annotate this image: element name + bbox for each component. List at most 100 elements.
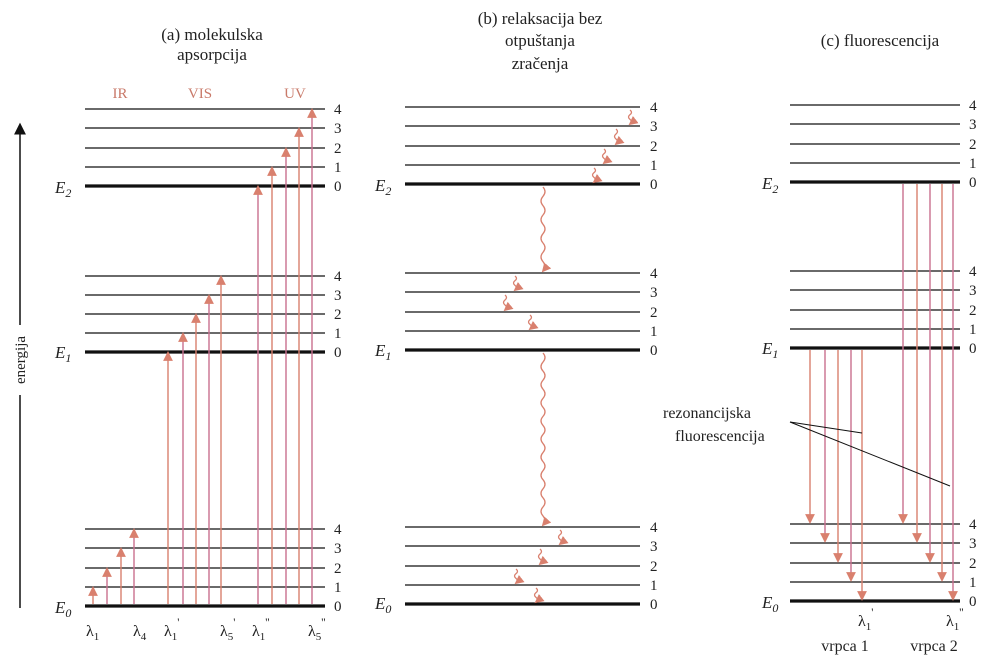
lambda-5-prime-label: λ5': [220, 615, 235, 643]
panel-b-relaxation-arrows: [502, 109, 639, 604]
level-number-b-e1-v1: 1: [650, 324, 658, 340]
level-number-a-e2-v0: 0: [334, 179, 342, 195]
e1-label-c: E1: [761, 339, 778, 361]
e0-label-c: E0: [761, 593, 778, 615]
panel-c-title-line1: (c) fluorescencija: [821, 31, 940, 50]
lambda-1-prime-c-label: λ1': [858, 605, 873, 633]
panel-b-title: (b) relaksacija bez otpuštanja zračenja: [478, 9, 603, 73]
panel-c-levels: 0 1 2 3 4 0 1 2 3 4 0 1 2 3 4: [790, 98, 977, 610]
level-number-a-e2-v2: 2: [334, 141, 342, 157]
relaxation-arrow-2: [601, 148, 613, 165]
level-number-b-e2-v2: 2: [650, 139, 658, 155]
relaxation-arrow-10: [537, 548, 549, 566]
level-number-a-e2-v4: 4: [334, 102, 342, 118]
panel-b-levels: 0 1 2 3 4 0 1 2 3 4 0 1 2 3 4: [405, 100, 658, 613]
level-number-c-e1-v0: 0: [969, 341, 977, 357]
level-number-a-e0-v4: 4: [334, 522, 342, 538]
relaxation-arrow-7: [527, 314, 539, 331]
band-label-ir: IR: [113, 86, 128, 102]
lambda-1-label: λ1: [86, 623, 99, 643]
energy-axis-label: energija: [13, 336, 29, 384]
energy-state-labels: E2 E1 E0 E2 E1 E0 E2 E1 E0: [54, 174, 778, 620]
e0-label-a: E0: [54, 598, 71, 620]
e2-label-b: E2: [374, 176, 391, 198]
panel-b-title-line2: otpuštanja: [505, 31, 575, 50]
level-number-c-e1-v3: 3: [969, 283, 977, 299]
resonance-annotation: rezonancijska fluorescencija: [663, 405, 951, 487]
relaxation-arrow-8: [540, 352, 552, 527]
level-number-a-e1-v3: 3: [334, 288, 342, 304]
level-number-a-e0-v2: 2: [334, 561, 342, 577]
band-2-label: vrpca 2: [910, 638, 958, 655]
relaxation-arrow-9: [557, 529, 569, 546]
level-number-b-e0-v3: 3: [650, 539, 658, 555]
panel-b-title-line1: (b) relaksacija bez: [478, 9, 603, 28]
level-number-a-e1-v4: 4: [334, 269, 342, 285]
level-number-c-e0-v1: 1: [969, 575, 977, 591]
lambda-1-prime-label: λ1': [164, 615, 179, 643]
level-number-a-e0-v1: 1: [334, 580, 342, 596]
level-number-c-e0-v0: 0: [969, 594, 977, 610]
relaxation-arrow-12: [533, 587, 545, 604]
level-number-c-e0-v3: 3: [969, 536, 977, 552]
level-number-a-e0-v3: 3: [334, 541, 342, 557]
level-number-b-e0-v4: 4: [650, 520, 658, 536]
relaxation-arrow-11: [513, 568, 525, 585]
e0-label-b: E0: [374, 594, 391, 616]
level-number-b-e2-v3: 3: [650, 119, 658, 135]
resonance-pointer-2: [789, 421, 951, 487]
level-number-c-e1-v1: 1: [969, 322, 977, 338]
level-number-b-e1-v0: 0: [650, 343, 658, 359]
panel-a-title-line1: (a) molekulska: [161, 25, 263, 44]
level-number-b-e1-v3: 3: [650, 285, 658, 301]
level-number-b-e1-v2: 2: [650, 305, 658, 321]
panel-a-wavelength-labels: λ1 λ4 λ1' λ5' λ1'' λ5'': [86, 615, 326, 643]
relaxation-arrow-5: [512, 275, 524, 292]
level-number-c-e1-v2: 2: [969, 303, 977, 319]
resonance-label-line2: fluorescencija: [675, 428, 765, 445]
level-number-b-e2-v0: 0: [650, 177, 658, 193]
panel-c-title: (c) fluorescencija: [821, 31, 940, 50]
lambda-4-label: λ4: [133, 623, 147, 643]
level-number-a-e1-v2: 2: [334, 307, 342, 323]
level-number-c-e2-v2: 2: [969, 137, 977, 153]
e2-label-c: E2: [761, 174, 778, 196]
relaxation-arrow-0: [627, 109, 639, 126]
panel-a-title-line2: apsorpcija: [177, 45, 247, 64]
band-1-label: vrpca 1: [821, 638, 869, 655]
energy-axis: energija: [11, 122, 29, 608]
panel-a-levels: 0 1 2 3 4 0 1 2 3 4 0 1 2 3 4: [85, 102, 342, 615]
level-number-a-e2-v3: 3: [334, 121, 342, 137]
level-number-b-e0-v0: 0: [650, 597, 658, 613]
level-number-c-e2-v0: 0: [969, 175, 977, 191]
e1-label-a: E1: [54, 343, 71, 365]
panel-a-absorption-arrows: [88, 108, 317, 604]
lambda-1-double-prime-c-label: λ1'': [946, 605, 964, 633]
e2-label-a: E2: [54, 178, 71, 200]
level-number-c-e0-v2: 2: [969, 556, 977, 572]
relaxation-arrow-6: [502, 294, 514, 312]
lambda-1-double-prime-label: λ1'': [252, 615, 270, 643]
resonance-label-line1: rezonancijska: [663, 405, 751, 422]
level-number-b-e2-v4: 4: [650, 100, 658, 116]
level-number-c-e2-v1: 1: [969, 156, 977, 172]
level-number-c-e1-v4: 4: [969, 264, 977, 280]
relaxation-arrow-1: [613, 128, 625, 146]
relaxation-arrow-3: [591, 167, 603, 184]
panel-c-emission-arrows: [805, 184, 958, 601]
level-number-a-e1-v0: 0: [334, 345, 342, 361]
level-number-b-e2-v1: 1: [650, 158, 658, 174]
level-number-b-e1-v4: 4: [650, 266, 658, 282]
level-number-c-e2-v3: 3: [969, 117, 977, 133]
level-number-c-e0-v4: 4: [969, 517, 977, 533]
relaxation-arrow-4: [540, 186, 552, 273]
level-number-b-e0-v1: 1: [650, 578, 658, 594]
panel-b-title-line3: zračenja: [512, 54, 569, 73]
resonance-pointer-1: [789, 421, 863, 434]
e1-label-b: E1: [374, 341, 391, 363]
band-label-uv: UV: [284, 86, 306, 102]
level-number-a-e0-v0: 0: [334, 599, 342, 615]
panel-a-title: (a) molekulska apsorpcija: [161, 25, 263, 64]
level-number-b-e0-v2: 2: [650, 559, 658, 575]
